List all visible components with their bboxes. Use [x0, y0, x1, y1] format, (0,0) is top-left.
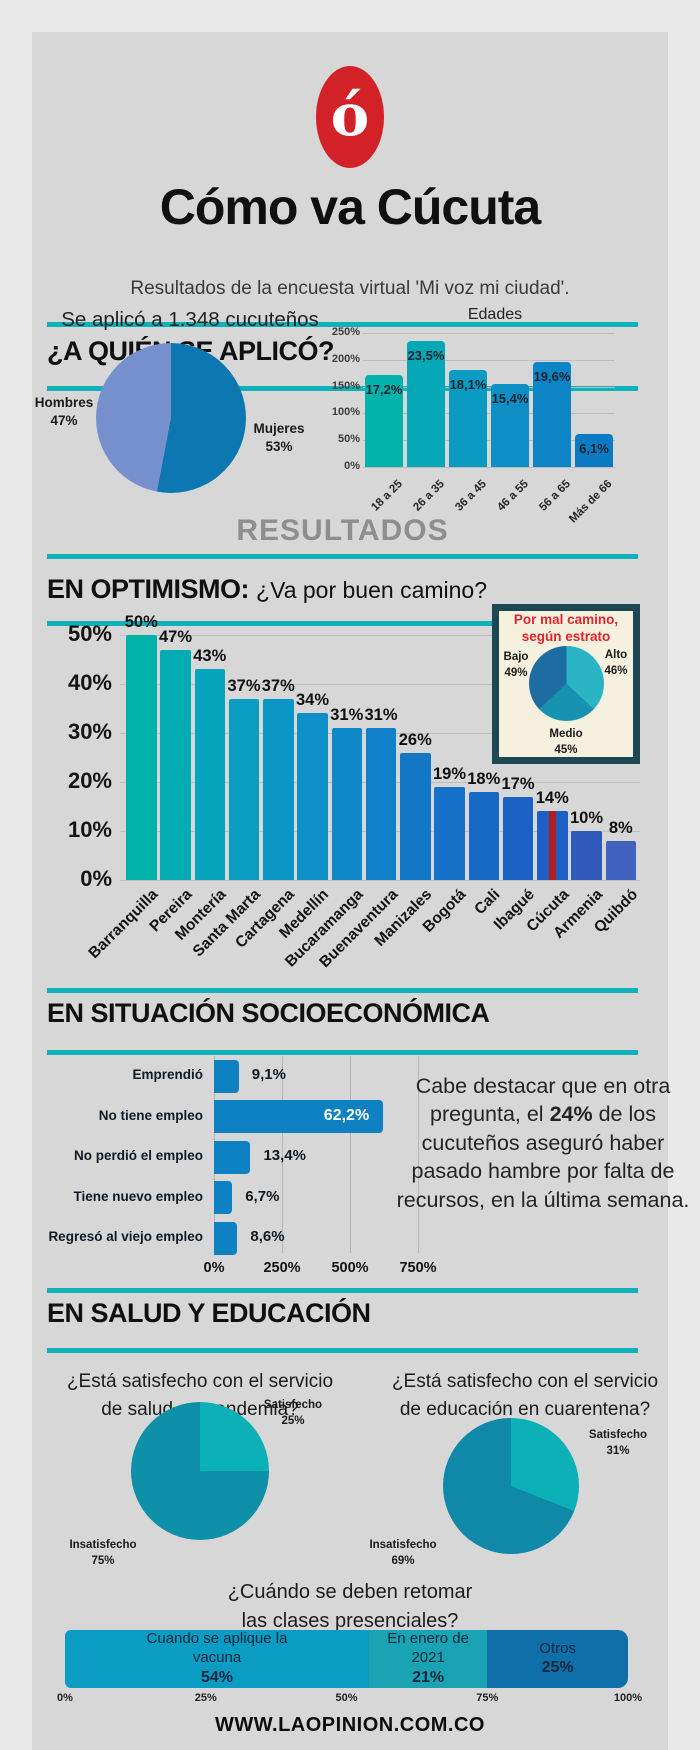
- estrato-label-medio: Medio 45%: [530, 727, 602, 758]
- note-post: de los cucuteños aseguró haber pasado ha…: [396, 1102, 690, 1212]
- note-bold: 24%: [549, 1102, 593, 1127]
- section-heading-optimismo: EN OPTIMISMO: ¿Va por buen camino?: [47, 574, 487, 605]
- inset-title-line1: Por mal camino,: [513, 612, 619, 627]
- gender-label-mujeres: Mujeres 53%: [238, 420, 320, 456]
- label-pct: 69%: [391, 1554, 415, 1567]
- left-frame: [0, 0, 32, 1750]
- salud-label-satisfecho: Satisfecho 25%: [250, 1398, 336, 1429]
- resultados-heading: RESULTADOS: [236, 514, 449, 547]
- hambre-note: Cabe destacar que en otra pregunta, el 2…: [393, 1072, 693, 1214]
- estrato-label-bajo: Bajo 49%: [494, 650, 538, 681]
- teal-divider: [47, 322, 638, 327]
- laopinion-logo: ó: [316, 66, 384, 168]
- estrato-label-alto: Alto 46%: [594, 648, 638, 679]
- footer-url: WWW.LAOPINION.COM.CO: [215, 1714, 485, 1736]
- inset-title-line2: según estrato: [521, 628, 611, 644]
- estrato-pie-chart: [529, 646, 604, 721]
- teal-divider: [47, 1050, 638, 1055]
- estrato-inset-box: [492, 604, 640, 764]
- label-pct: 46%: [604, 664, 628, 677]
- educacion-pie-chart: [443, 1418, 579, 1554]
- salud-pie-chart: [131, 1402, 269, 1540]
- gender-pie-chart: [96, 343, 246, 493]
- label-pct: 53%: [265, 439, 293, 455]
- label-pct: 31%: [606, 1444, 630, 1457]
- label-pct: 47%: [50, 413, 78, 429]
- heading-question: ¿Va por buen camino?: [256, 577, 488, 603]
- label-text: Bajo: [503, 651, 529, 663]
- educacion-label-insatisfecho: Insatisfecho 69%: [358, 1538, 448, 1569]
- label-text: Hombres: [34, 395, 94, 410]
- salud-label-insatisfecho: Insatisfecho 75%: [58, 1538, 148, 1569]
- gender-chart-title: Se aplicó a 1.348 cucuteños: [61, 308, 319, 331]
- label-text: Insatisfecho: [69, 1539, 137, 1551]
- section-heading-socio: EN SITUACIÓN SOCIOECONÓMICA: [47, 998, 490, 1028]
- logo-letter: ó: [330, 81, 370, 149]
- estrato-inset-title: Por mal camino, según estrato: [492, 612, 640, 646]
- gender-label-hombres: Hombres 47%: [23, 394, 105, 430]
- question-clases: ¿Cuándo se deben retomar las clases pres…: [227, 1581, 473, 1632]
- label-text: Medio: [549, 728, 583, 740]
- top-frame: [0, 0, 700, 32]
- question-educacion: ¿Está satisfecho con el servicio de educ…: [391, 1371, 659, 1420]
- label-text: Mujeres: [253, 421, 305, 436]
- teal-divider: [47, 386, 638, 391]
- educacion-label-satisfecho: Satisfecho 31%: [578, 1428, 658, 1459]
- label-pct: 45%: [554, 743, 578, 756]
- page-title: Cómo va Cúcuta: [159, 179, 542, 235]
- label-text: Satisfecho: [588, 1429, 648, 1441]
- label-text: Insatisfecho: [369, 1539, 437, 1551]
- page-subtitle: Resultados de la encuesta virtual 'Mi vo…: [130, 278, 570, 299]
- teal-divider: [47, 554, 638, 559]
- label-text: Alto: [604, 649, 628, 661]
- label-text: Satisfecho: [263, 1399, 323, 1411]
- edades-chart-title: Edades: [467, 306, 523, 323]
- section-heading-salud: EN SALUD Y EDUCACIÓN: [47, 1298, 371, 1328]
- heading-bold: EN OPTIMISMO:: [47, 574, 250, 604]
- label-pct: 75%: [91, 1554, 115, 1567]
- right-frame: [668, 0, 700, 1750]
- note-pre: Cabe destacar que en otra pregunta, el: [415, 1074, 671, 1127]
- teal-divider: [47, 1288, 638, 1293]
- teal-divider: [47, 621, 638, 626]
- label-pct: 49%: [504, 666, 528, 679]
- label-pct: 25%: [281, 1414, 305, 1427]
- teal-divider: [47, 1348, 638, 1353]
- teal-divider: [47, 988, 638, 993]
